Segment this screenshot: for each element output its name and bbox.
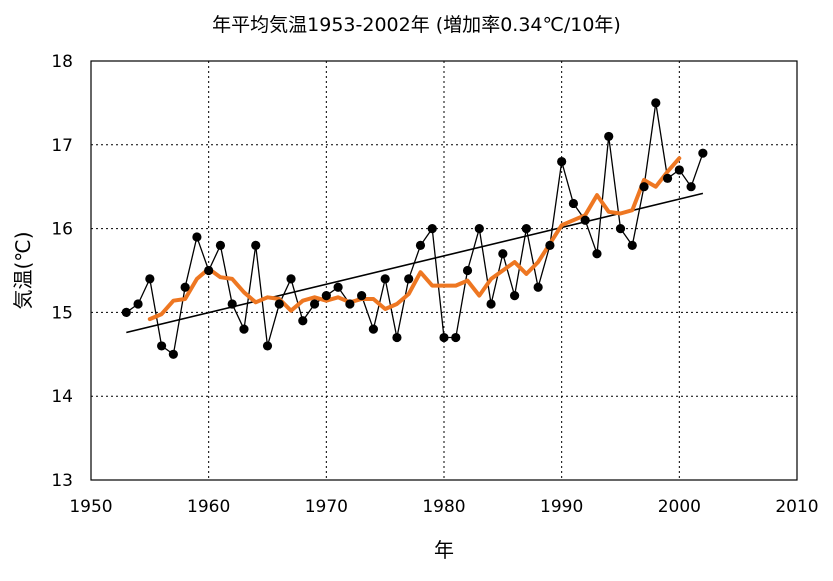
- x-tick-label: 1980: [422, 497, 465, 517]
- annual-data-point: [439, 332, 449, 343]
- annual-data-point: [568, 198, 579, 209]
- y-tick-label: 14: [51, 387, 73, 407]
- annual-data-point: [168, 349, 178, 359]
- annual-data-point: [639, 182, 649, 192]
- annual-data-point: [580, 215, 590, 225]
- annual-data-point: [121, 307, 131, 317]
- chart-title: 年平均気温1953-2002年 (増加率0.34℃/10年): [212, 14, 621, 36]
- annual-data-point: [698, 148, 708, 158]
- annual-data-point: [557, 156, 567, 167]
- annual-data-point: [333, 282, 343, 292]
- annual-data-point: [604, 131, 614, 142]
- annual-data-point: [298, 316, 308, 326]
- y-tick-label: 15: [51, 303, 73, 323]
- annual-data-point: [451, 332, 461, 343]
- x-tick-label: 1960: [187, 497, 230, 517]
- annual-data-point: [674, 165, 684, 175]
- annual-data-point: [274, 299, 284, 309]
- annual-data-point: [474, 224, 484, 234]
- annual-points-group: [121, 98, 708, 359]
- x-tick-label: 2000: [658, 497, 701, 517]
- annual-data-point: [427, 224, 437, 234]
- annual-series-group: [125, 102, 704, 356]
- annual-data-point: [392, 332, 402, 343]
- annual-data-point: [345, 299, 355, 309]
- moving-average-group: [147, 156, 682, 322]
- x-tick-label: 1970: [305, 497, 348, 517]
- y-tick-label: 16: [51, 220, 73, 240]
- x-tick-label: 1990: [540, 497, 583, 517]
- annual-data-point: [192, 232, 202, 242]
- y-axis-title: 気温(℃): [11, 231, 35, 309]
- y-tick-labels: 13 14 15 16 17 18: [51, 52, 73, 491]
- annual-data-point: [521, 224, 531, 234]
- annual-data-point: [498, 249, 508, 259]
- annual-data-point: [215, 240, 226, 250]
- plot-area: [90, 60, 798, 481]
- x-axis-title: 年: [434, 538, 454, 562]
- grid-lines: [91, 61, 797, 480]
- x-tick-label: 1950: [69, 497, 112, 517]
- annual-data-point: [239, 324, 249, 334]
- annual-data-point: [357, 291, 367, 301]
- annual-data-point: [368, 324, 378, 334]
- annual-data-point: [486, 299, 496, 309]
- annual-data-point: [627, 240, 637, 250]
- annual-data-point: [380, 274, 390, 284]
- moving-average-line: [147, 156, 682, 322]
- y-tick-label: 17: [51, 136, 73, 156]
- annual-data-point: [686, 182, 696, 192]
- annual-data-point: [592, 249, 602, 259]
- x-tick-labels: 1950 1960 1970 1980 1990 2000 2010: [69, 497, 818, 517]
- annual-data-point: [533, 282, 543, 292]
- annual-data-point: [180, 282, 190, 292]
- annual-data-point: [262, 341, 273, 351]
- annual-data-point: [251, 240, 261, 250]
- annual-data-point: [204, 265, 214, 276]
- annual-data-point: [157, 341, 167, 351]
- annual-temperature-line: [125, 102, 704, 356]
- annual-data-point: [509, 291, 520, 301]
- annual-data-point: [286, 274, 296, 284]
- annual-data-point: [615, 224, 626, 234]
- annual-data-point: [662, 173, 673, 183]
- annual-data-point: [415, 240, 426, 250]
- annual-data-point: [145, 274, 155, 284]
- annual-data-point: [462, 265, 473, 276]
- annual-data-point: [545, 240, 555, 250]
- y-tick-label: 13: [51, 471, 73, 491]
- x-tick-label: 2010: [775, 497, 818, 517]
- annual-data-point: [309, 299, 320, 309]
- annual-data-point: [227, 299, 237, 309]
- annual-data-point: [321, 291, 331, 301]
- annual-data-point: [651, 98, 661, 108]
- y-tick-label: 18: [51, 52, 73, 72]
- annual-data-point: [404, 274, 414, 284]
- annual-data-point: [133, 299, 143, 309]
